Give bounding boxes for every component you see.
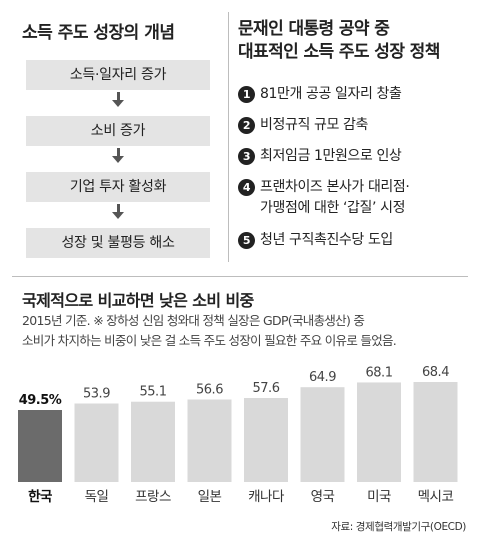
category-label: 한국 [28, 489, 53, 505]
policy-item-1: 1 81만개 공공 일자리 창출 [238, 84, 402, 105]
number-1-icon: 1 [238, 86, 255, 103]
policy-item-5: 5 청년 구직촉진수당 도입 [238, 230, 393, 251]
bar-5 [244, 398, 288, 482]
number-5-icon: 5 [238, 232, 255, 249]
policy-title-line-2: 대표적인 소득 주도 성장 정책 [238, 42, 440, 62]
bar-7 [357, 382, 401, 482]
number-2-icon: 2 [238, 117, 255, 134]
chart-note: 2015년 기준. ※ 장하성 신임 청와대 정책 실장은 GDP(국내총생산)… [22, 311, 472, 351]
flow-step-4: 성장 및 불평등 해소 [26, 228, 210, 258]
bar-value-label: 64.9 [309, 370, 336, 385]
policy-title: 문재인 대통령 공약 중 대표적인 소득 주도 성장 정책 [238, 18, 440, 64]
flow-title: 소득 주도 성장의 개념 [22, 23, 175, 43]
policy-item-2: 2 비정규직 규모 감축 [238, 115, 368, 136]
category-label: 캐나다 [248, 489, 285, 505]
chart-source: 자료: 경제협력개발기구(OECD) [331, 521, 466, 533]
policy-item-text: 비정규직 규모 감축 [260, 117, 368, 133]
policy-item-text: 프랜차이즈 본사가 대리점· 가맹점에 대한 ‘갑질’ 시정 [260, 179, 410, 216]
flow-arrow-down-icon [112, 92, 124, 107]
policy-panel: 문재인 대통령 공약 중 대표적인 소득 주도 성장 정책 1 81만개 공공 … [238, 0, 480, 272]
chart-note-line-1: 2015년 기준. ※ 장하성 신임 청와대 정책 실장은 GDP(국내총생산)… [22, 313, 365, 328]
bar-1 [18, 410, 62, 482]
bar-value-label: 57.6 [253, 381, 280, 396]
bar-4 [187, 399, 232, 482]
chart-title: 국제적으로 비교하면 낮은 소비 비중 [22, 291, 254, 310]
policy-item-4: 4 프랜차이즈 본사가 대리점· 가맹점에 대한 ‘갑질’ 시정 [238, 177, 410, 219]
flow-arrow-down-icon [112, 204, 124, 219]
bar-value-label: 55.1 [140, 385, 167, 400]
bar-value-label: 68.4 [422, 365, 449, 380]
category-label: 프랑스 [135, 489, 171, 505]
bar-3 [131, 401, 175, 482]
flow-step-1: 소득·일자리 증가 [26, 60, 210, 90]
bar-value-label: 53.9 [83, 386, 110, 401]
flow-step-2: 소비 증가 [26, 116, 210, 146]
number-4-icon: 4 [238, 179, 255, 196]
vertical-divider [228, 12, 229, 262]
chart-note-line-2: 소비가 차지하는 비중이 낮은 걸 소득 주도 성장이 필요한 주요 이유로 들… [22, 333, 397, 348]
bar-2 [74, 403, 119, 482]
policy-item-text: 최저임금 1만원으로 인상 [260, 148, 402, 164]
horizontal-divider [12, 276, 468, 277]
concept-flow-panel: 소득 주도 성장의 개념 소득·일자리 증가 소비 증가 기업 투자 활성화 성… [0, 0, 228, 272]
flow-arrow-down-icon [112, 148, 124, 163]
category-label: 영국 [311, 489, 335, 505]
bar-value-label: 56.6 [196, 382, 223, 397]
bar-6 [300, 387, 345, 482]
bar-8 [413, 382, 458, 482]
flow-step-3: 기업 투자 활성화 [26, 172, 210, 202]
policy-item-3: 3 최저임금 1만원으로 인상 [238, 146, 402, 167]
bar-value-label: 68.1 [366, 365, 393, 380]
policy-title-line-1: 문재인 대통령 공약 중 [238, 19, 390, 39]
bar-value-label: 49.5% [19, 393, 62, 408]
policy-item-text: 81만개 공공 일자리 창출 [260, 86, 402, 102]
category-label: 독일 [85, 489, 109, 505]
category-label: 일본 [198, 489, 222, 505]
category-label: 미국 [367, 489, 391, 505]
policy-item-text: 청년 구직촉진수당 도입 [260, 232, 393, 248]
number-3-icon: 3 [238, 148, 255, 165]
category-label: 멕시코 [418, 489, 454, 505]
